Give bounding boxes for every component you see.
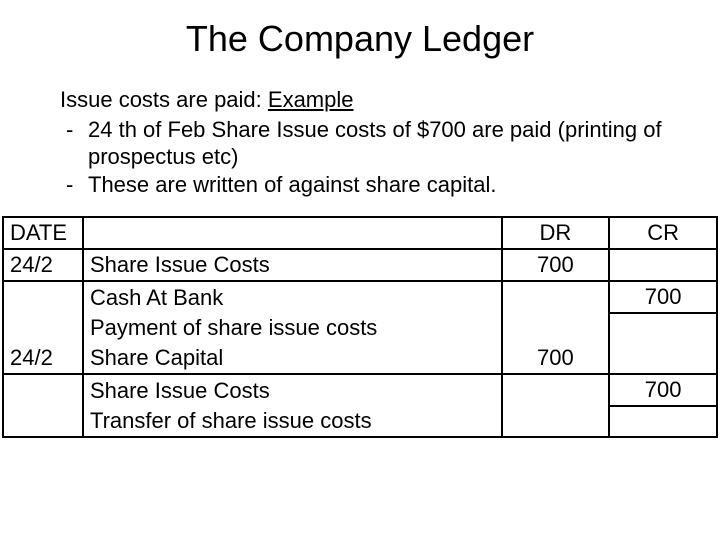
col-header-date: DATE	[3, 217, 83, 249]
slide-title: The Company Ledger	[0, 18, 720, 60]
col-header-desc	[83, 217, 502, 249]
ledger-table: DATE DR CR 24/2Share Issue Costs700Cash …	[2, 216, 718, 438]
cell-desc: Share Capital	[83, 343, 502, 374]
cell-cr: 700	[609, 281, 717, 313]
slide: The Company Ledger Issue costs are paid:…	[0, 0, 720, 540]
cell-date	[3, 374, 83, 406]
cell-date	[3, 281, 83, 313]
cell-dr: 700	[502, 343, 610, 374]
cell-cr	[609, 313, 717, 343]
table-row: Cash At Bank 700	[3, 281, 717, 313]
cell-date	[3, 313, 83, 343]
table-row: Payment of share issue costs	[3, 313, 717, 343]
cell-dr	[502, 281, 610, 313]
bullet-line: These are written of against share capit…	[60, 171, 670, 199]
subhead-link: Example	[268, 87, 354, 112]
table-row: 24/2Share Capital700	[3, 343, 717, 374]
cell-desc: Cash At Bank	[83, 281, 502, 313]
table-row: Share Issue Costs 700	[3, 374, 717, 406]
bullet-line: 24 th of Feb Share Issue costs of $700 a…	[60, 116, 670, 171]
cell-dr	[502, 374, 610, 406]
cell-cr	[609, 249, 717, 281]
col-header-cr: CR	[609, 217, 717, 249]
cell-desc: Share Issue Costs	[83, 249, 502, 281]
body-text: Issue costs are paid: Example 24 th of F…	[0, 86, 720, 198]
cell-dr	[502, 406, 610, 437]
table-row: 24/2Share Issue Costs700	[3, 249, 717, 281]
cell-desc: Transfer of share issue costs	[83, 406, 502, 437]
cell-date: 24/2	[3, 249, 83, 281]
table-row: Transfer of share issue costs	[3, 406, 717, 437]
col-header-dr: DR	[502, 217, 610, 249]
subhead-prefix: Issue costs are paid:	[60, 87, 268, 112]
cell-date	[3, 406, 83, 437]
cell-cr: 700	[609, 374, 717, 406]
subhead-line: Issue costs are paid: Example	[60, 86, 670, 114]
ledger-body: 24/2Share Issue Costs700Cash At Bank700P…	[3, 249, 717, 437]
cell-dr	[502, 313, 610, 343]
cell-desc: Payment of share issue costs	[83, 313, 502, 343]
cell-cr	[609, 343, 717, 374]
cell-desc: Share Issue Costs	[83, 374, 502, 406]
cell-dr: 700	[502, 249, 610, 281]
cell-date: 24/2	[3, 343, 83, 374]
cell-cr	[609, 406, 717, 437]
table-header-row: DATE DR CR	[3, 217, 717, 249]
